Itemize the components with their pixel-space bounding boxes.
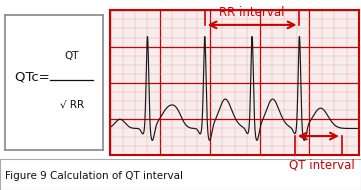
Text: RR interval: RR interval: [219, 6, 285, 19]
Text: QT: QT: [65, 51, 79, 61]
Text: QT interval: QT interval: [289, 158, 355, 171]
Text: QTc=: QTc=: [15, 71, 54, 84]
Text: Figure 9 Calculation of QT interval: Figure 9 Calculation of QT interval: [5, 171, 183, 181]
Text: √ RR: √ RR: [60, 99, 84, 109]
